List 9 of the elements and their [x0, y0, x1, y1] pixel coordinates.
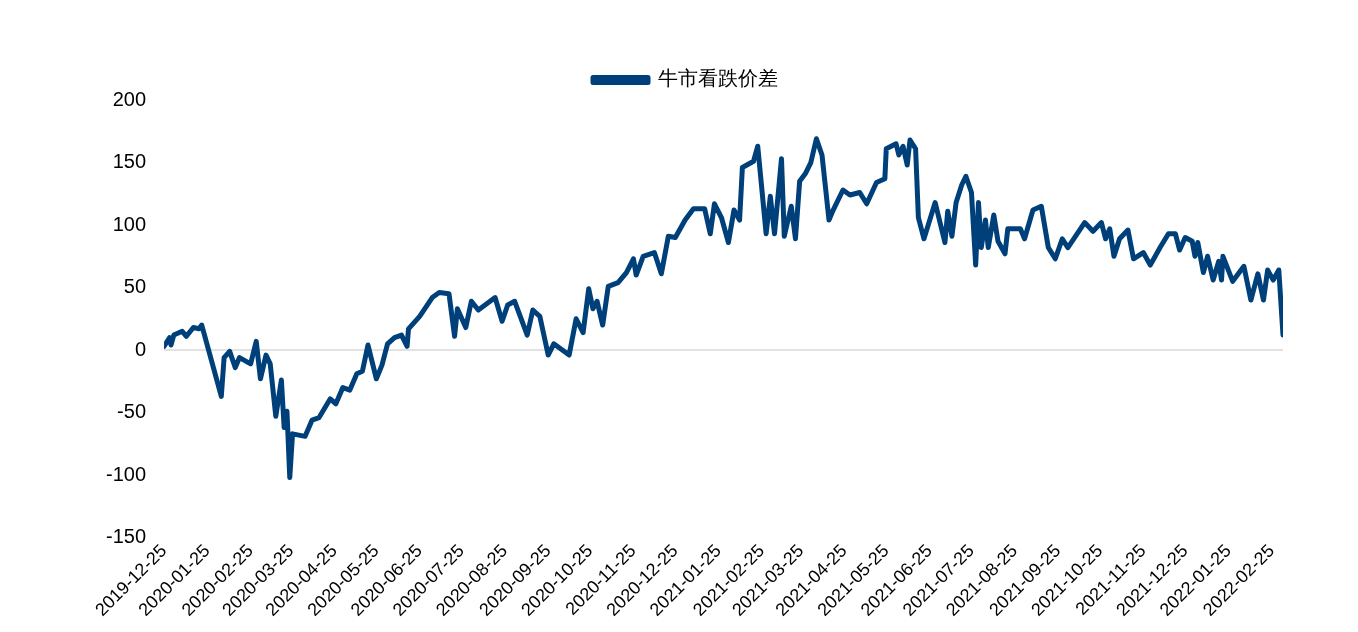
legend-label: 牛市看跌价差: [658, 66, 778, 91]
y-tick-label: 50: [123, 275, 147, 298]
y-tick-label: 100: [112, 212, 147, 235]
y-tick-label: -100: [106, 462, 147, 485]
y-tick-label: 200: [112, 87, 147, 110]
y-tick-label: 0: [134, 337, 147, 360]
y-tick-label: -50: [117, 400, 147, 423]
y-tick-label: -150: [106, 525, 147, 548]
y-tick-label: 150: [112, 150, 147, 173]
